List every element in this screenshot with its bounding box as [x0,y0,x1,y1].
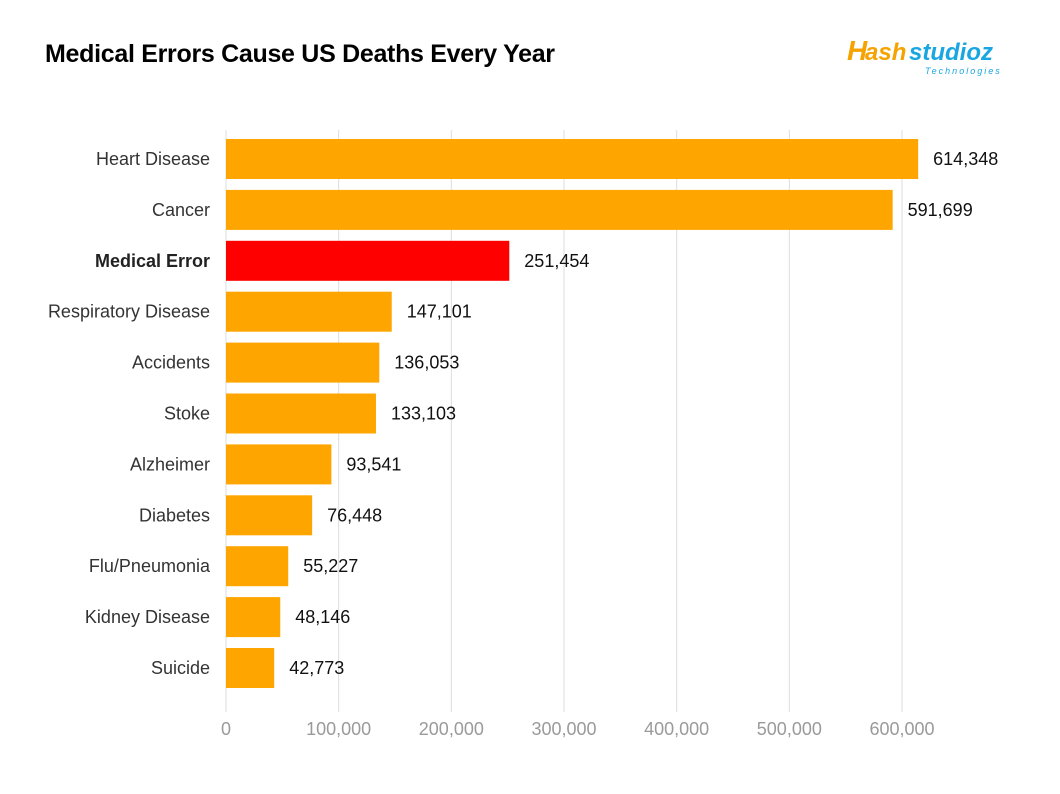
bar [226,495,313,536]
value-label: 251,454 [524,251,589,271]
value-label: 93,541 [346,454,401,474]
value-label: 136,053 [394,353,459,373]
svg-text:studioz: studioz [909,39,993,66]
x-axis-ticks: 0 100,000 200,000 300,000 400,000 500,000 600,… [221,719,935,739]
category-label: Suicide [151,658,210,678]
x-tick-label: 100,000 [306,719,371,739]
value-label: 614,348 [933,149,998,169]
category-label: Respiratory Disease [48,302,210,322]
chart-labels: Heart Disease 614,348 Cancer 591,699 Medical… [48,149,998,678]
hashstudioz-logo: H ash studioz Technologies [847,35,1002,76]
x-tick-label: 600,000 [869,719,934,739]
category-label: Flu/Pneumonia [89,556,211,576]
value-label: 591,699 [908,200,973,220]
category-label: Accidents [132,353,210,373]
category-label: Heart Disease [96,149,210,169]
value-label: 147,101 [407,302,472,322]
category-label: Kidney Disease [85,607,210,627]
value-label: 133,103 [391,404,456,424]
svg-text:Technologies: Technologies [925,66,1002,76]
svg-text:ash: ash [865,39,906,66]
bar [226,342,380,383]
bar-highlight [226,240,510,281]
bar [226,189,893,230]
bar [226,393,376,434]
bar [226,597,281,638]
bar [226,648,275,688]
bar [226,444,332,485]
x-tick-label: 500,000 [757,719,822,739]
bar [226,291,392,332]
value-label: 76,448 [327,505,382,525]
x-tick-label: 300,000 [531,719,596,739]
bar [226,139,919,179]
page-title: Medical Errors Cause US Deaths Every Yea… [45,40,555,68]
value-label: 55,227 [303,556,358,576]
svg-text:H: H [847,35,868,66]
category-label: Diabetes [139,505,210,525]
category-label: Cancer [152,200,210,220]
x-tick-label: 200,000 [419,719,484,739]
chart-bars [226,139,919,688]
value-label: 48,146 [295,607,350,627]
x-tick-label: 400,000 [644,719,709,739]
category-label: Medical Error [95,251,210,271]
value-label: 42,773 [289,658,344,678]
bar [226,546,289,587]
x-tick-label: 0 [221,719,231,739]
category-label: Alzheimer [130,454,210,474]
category-label: Stoke [164,404,210,424]
